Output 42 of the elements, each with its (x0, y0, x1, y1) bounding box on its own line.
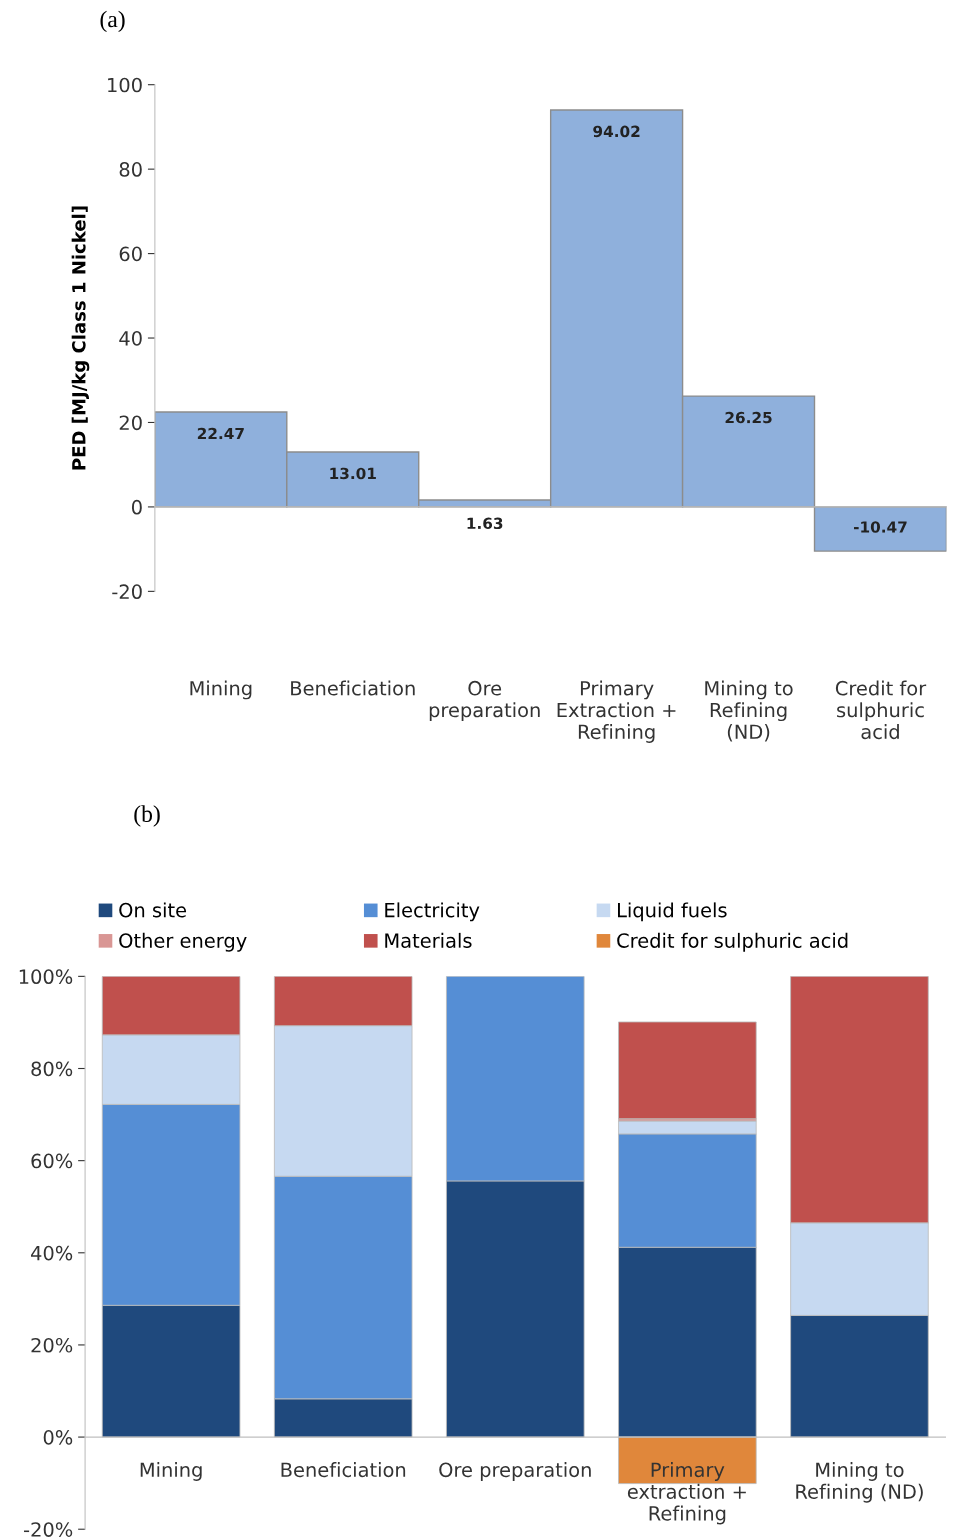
y-tick-label: 60% (31, 1153, 73, 1169)
y-tick-label: -20% (24, 1522, 73, 1537)
data-label: 22.47 (197, 427, 244, 440)
legend-label: Liquid fuels (618, 902, 727, 922)
y-tick-label: 100% (19, 969, 73, 985)
y-tick-label: 60 (119, 246, 142, 262)
data-label: 13.01 (330, 467, 376, 480)
data-label: 26.25 (725, 411, 772, 424)
legend-label: Materials (385, 932, 472, 948)
x-tick-label: Beneficiation (291, 680, 415, 696)
y-tick-label: 40 (119, 330, 142, 346)
y-tick-label: 0 (131, 499, 142, 515)
x-tick-label: Primary Extraction + Refining (557, 680, 676, 743)
y-tick-label: 0% (43, 1430, 73, 1445)
x-tick-label: Credit for sulphuric acid (835, 680, 927, 740)
x-tick-label: Mining (140, 1462, 202, 1481)
x-tick-label: Mining to Refining (ND) (705, 680, 793, 742)
legend-label: On site (119, 902, 187, 918)
x-tick-label: Primary extraction + Refining (627, 1462, 746, 1525)
data-label: -10.47 (853, 521, 907, 533)
y-tick-label: -20 (112, 584, 142, 600)
y-tick-label: 20% (31, 1337, 73, 1353)
legend-label: Other energy (119, 932, 247, 952)
data-label: 94.02 (593, 125, 640, 138)
bar (618, 1021, 757, 1120)
y-tick-label: 20 (119, 415, 142, 431)
legend-label: Electricity (385, 902, 480, 922)
y-tick-label: 100 (108, 77, 142, 93)
y-tick-label: 80 (119, 162, 142, 177)
x-tick-label: Mining (190, 680, 252, 700)
chart-title: (b) (134, 805, 160, 827)
y-axis-title: PED [MJ/kg Class 1 Nickel] (71, 206, 90, 470)
y-tick-label: 40% (31, 1245, 73, 1261)
legend-label: Credit for sulphuric acid (617, 932, 848, 952)
x-tick-label: Beneficiation (281, 1462, 406, 1478)
y-tick-label: 80% (31, 1061, 73, 1077)
bar (813, 506, 947, 552)
x-tick-label: Mining to Refining (ND) (796, 1462, 923, 1503)
x-tick-label: Ore preparation (429, 680, 540, 722)
data-label: 1.63 (467, 517, 503, 530)
x-tick-label: Ore preparation (439, 1462, 591, 1481)
chart-title: (a) (100, 10, 125, 33)
